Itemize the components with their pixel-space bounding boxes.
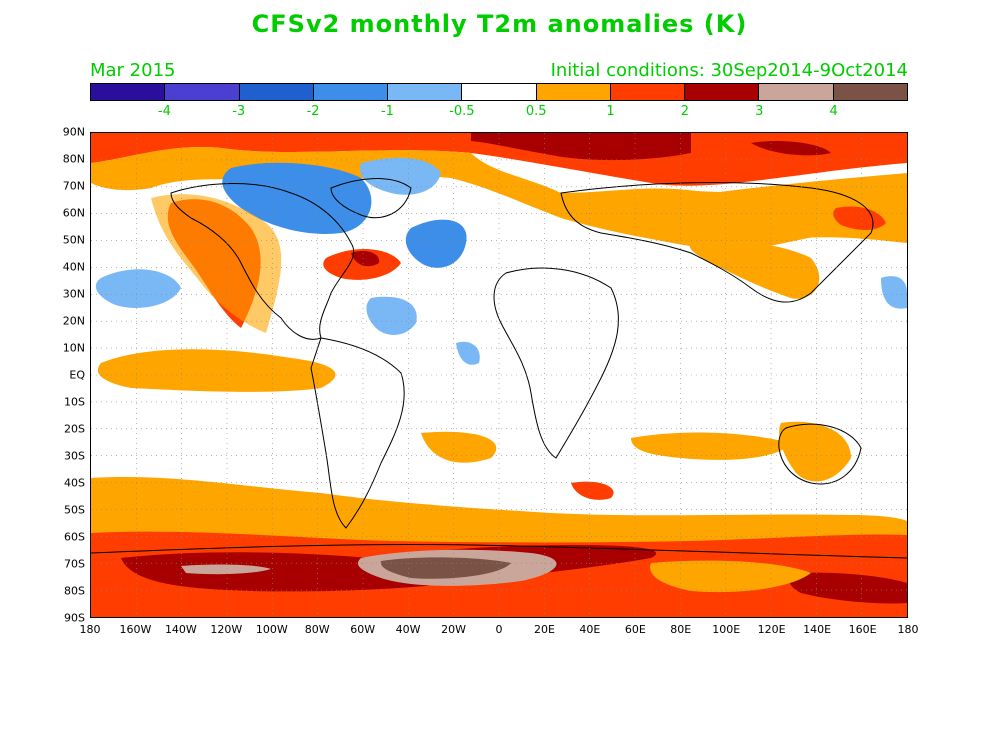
latitude-tick-label: 70N	[62, 179, 85, 193]
colorbar-segment	[833, 84, 907, 100]
latitude-tick-label: 40N	[62, 260, 85, 274]
colorbar-segment	[462, 84, 537, 100]
warm-region	[151, 194, 282, 333]
map-canvas	[91, 133, 907, 617]
warm-region	[97, 349, 336, 392]
colorbar-segment	[388, 84, 463, 100]
colorbar-tick-label: 3	[755, 104, 764, 119]
anomaly-map	[90, 132, 908, 618]
cold-region	[456, 341, 480, 365]
warm-region	[421, 431, 497, 463]
strong-warm-region	[751, 141, 831, 156]
colorbar-segment	[165, 84, 240, 100]
latitude-tick-label: 90N	[62, 125, 85, 139]
cold-region	[366, 296, 417, 335]
longitude-tick-label: 80E	[670, 623, 692, 636]
latitude-tick-label: 10S	[64, 395, 85, 409]
graticule	[91, 133, 907, 617]
warm-region	[91, 133, 907, 186]
latitude-tick-label: 80S	[64, 584, 85, 598]
longitude-tick-label: 180	[897, 623, 919, 636]
longitude-tick-label: 140E	[803, 623, 832, 636]
colorbar-tick-label: 4	[829, 104, 838, 119]
longitude-tick-label: 120E	[757, 623, 786, 636]
map-title: CFSv2 monthly T2m anomalies (K)	[251, 10, 748, 38]
extreme-warm-region	[380, 557, 511, 579]
extreme-warm-region	[181, 564, 271, 575]
warm-region	[689, 241, 820, 299]
longitude-tick-label: 180	[79, 623, 101, 636]
colorbar-tick-label: -3	[232, 104, 246, 119]
cold-region	[360, 157, 441, 195]
latitude-tick-label: 60N	[62, 206, 85, 220]
forecast-month: Mar 2015	[90, 60, 176, 81]
colorbar-tick-label: 2	[680, 104, 690, 119]
colorbar-segment	[759, 84, 834, 100]
longitude-tick-label: 40E	[579, 623, 601, 636]
longitude-tick-label: 100E	[712, 623, 741, 636]
longitude-tick-label: 140W	[164, 623, 197, 636]
longitude-tick-label: 160W	[119, 623, 152, 636]
strong-warm-region	[789, 572, 907, 604]
latitude-tick-label: 30S	[64, 449, 85, 463]
strong-warm-region	[351, 251, 380, 267]
colorbar-segment	[239, 84, 314, 100]
warm-region	[779, 421, 851, 482]
latitude-tick-label: 50N	[62, 233, 85, 247]
warm-region	[561, 190, 907, 243]
colorbar-segment	[91, 84, 166, 100]
colorbar-tick-label: -1	[380, 104, 394, 119]
longitude-tick-label: 60W	[350, 623, 376, 636]
colorbar-tick-label: -0.5	[449, 104, 475, 119]
latitude-tick-label: 20N	[62, 314, 85, 328]
strong-warm-region	[471, 133, 691, 161]
latitude-tick-label: EQ	[69, 368, 85, 382]
longitude-tick-label: 20E	[533, 623, 555, 636]
colorbar-tick-label: -4	[157, 104, 171, 119]
longitude-tick-label: 120W	[210, 623, 243, 636]
cold-region	[881, 276, 907, 309]
latitude-tick-label: 20S	[64, 422, 85, 436]
colorbar-tick-label: 1	[606, 104, 615, 119]
latitude-tick-label: 60S	[64, 530, 85, 544]
cold-region	[222, 162, 372, 234]
longitude-tick-label: 160E	[848, 623, 877, 636]
longitude-tick-label: 100W	[255, 623, 288, 636]
colorbar-tick-label: 0.5	[525, 104, 547, 119]
longitude-tick-label: 40W	[395, 623, 421, 636]
latitude-tick-label: 90S	[64, 611, 85, 625]
latitude-tick-label: 40S	[64, 476, 85, 490]
colorbar-segment	[685, 84, 760, 100]
colorbar-segment	[610, 84, 686, 100]
latitude-tick-label: 10N	[62, 341, 85, 355]
initial-conditions: Initial conditions: 30Sep2014-9Oct2014	[550, 60, 908, 81]
colorbar-segment	[313, 84, 389, 100]
cold-region	[95, 269, 181, 308]
warm-region	[571, 481, 614, 500]
longitude-tick-label: 0	[495, 623, 503, 636]
warm-region	[631, 432, 791, 460]
latitude-tick-label: 50S	[64, 503, 85, 517]
latitude-tick-label: 80N	[62, 152, 85, 166]
longitude-tick-label: 80W	[304, 623, 330, 636]
latitude-tick-label: 30N	[62, 287, 85, 301]
cold-region	[405, 219, 467, 268]
colorbar	[90, 83, 908, 101]
colorbar-tick-label: -2	[306, 104, 320, 119]
longitude-tick-label: 20W	[441, 623, 466, 636]
coastlines	[91, 178, 907, 559]
latitude-tick-label: 70S	[64, 557, 85, 571]
colorbar-segment	[536, 84, 611, 100]
longitude-tick-label: 60E	[624, 623, 646, 636]
